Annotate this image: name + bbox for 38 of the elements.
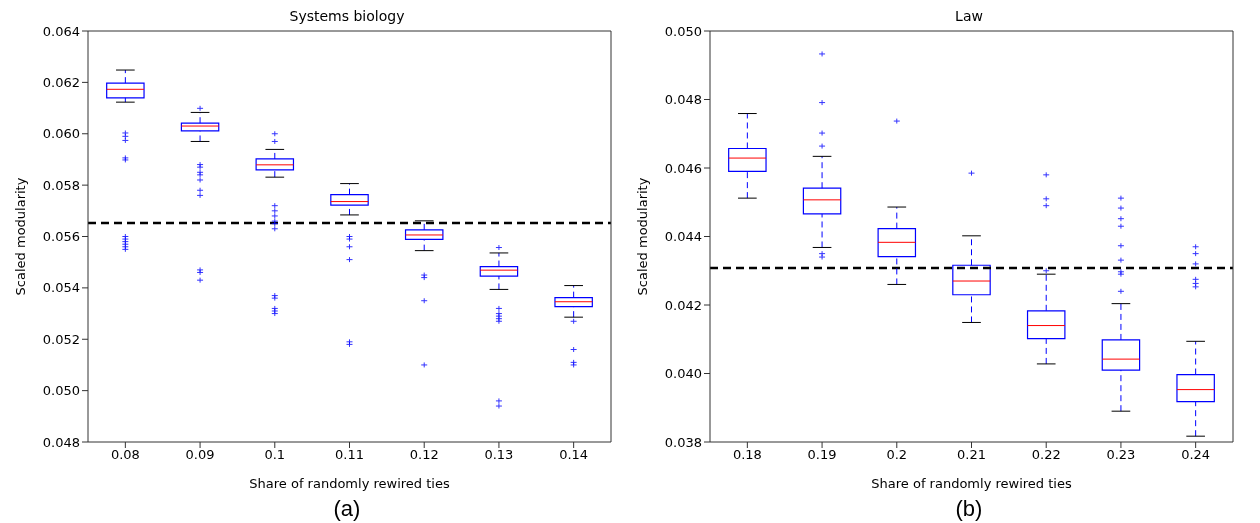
text: (b) [954, 496, 984, 522]
y-tick-label: 0.054 [42, 280, 80, 296]
x-tick-label: 0.22 [1031, 447, 1061, 463]
y-tick-label: 0.038 [664, 434, 702, 450]
x-axis-title: Share of randomly rewired ties [249, 476, 450, 491]
y-tick-label: 0.058 [42, 177, 80, 193]
y-tick-label: 0.052 [42, 331, 80, 347]
x-tick-label: 0.23 [1106, 447, 1136, 463]
x-tick-label: 0.12 [409, 447, 439, 463]
y-axis-title: Scaled modularity [12, 177, 28, 296]
y-tick-label: 0.050 [664, 23, 702, 39]
y-tick-label: 0.042 [664, 297, 702, 313]
y-tick-label: 0.040 [664, 366, 702, 382]
x-tick-label: 0.14 [559, 447, 589, 463]
chart-title: Systems biology [288, 8, 406, 26]
x-tick-label: 0.19 [807, 447, 837, 463]
y-tick-label: 0.044 [664, 229, 702, 245]
x-tick-label: 0.2 [886, 447, 908, 463]
text: (a) [332, 496, 362, 522]
y-tick-label: 0.060 [42, 126, 80, 142]
y-tick-label: 0.048 [664, 92, 702, 108]
x-tick-label: 0.13 [484, 447, 514, 463]
chart-title: Law [954, 8, 984, 26]
x-tick-label: 0.21 [957, 447, 986, 463]
x-tick-label: 0.11 [335, 447, 364, 463]
x-tick-label: 0.08 [110, 447, 140, 463]
y-tick-label: 0.062 [42, 74, 80, 90]
x-tick-label: 0.18 [732, 447, 762, 463]
y-tick-label: 0.048 [42, 434, 80, 450]
y-tick-label: 0.050 [42, 383, 80, 399]
y-tick-label: 0.064 [42, 23, 80, 39]
y-tick-label: 0.046 [664, 160, 702, 176]
x-axis-title: Share of randomly rewired ties [871, 476, 1072, 491]
x-tick-label: 0.1 [264, 447, 286, 463]
y-axis-title: Scaled modularity [634, 177, 650, 296]
x-tick-label: 0.24 [1181, 447, 1211, 463]
y-tick-label: 0.056 [42, 229, 80, 245]
x-tick-label: 0.09 [185, 447, 215, 463]
